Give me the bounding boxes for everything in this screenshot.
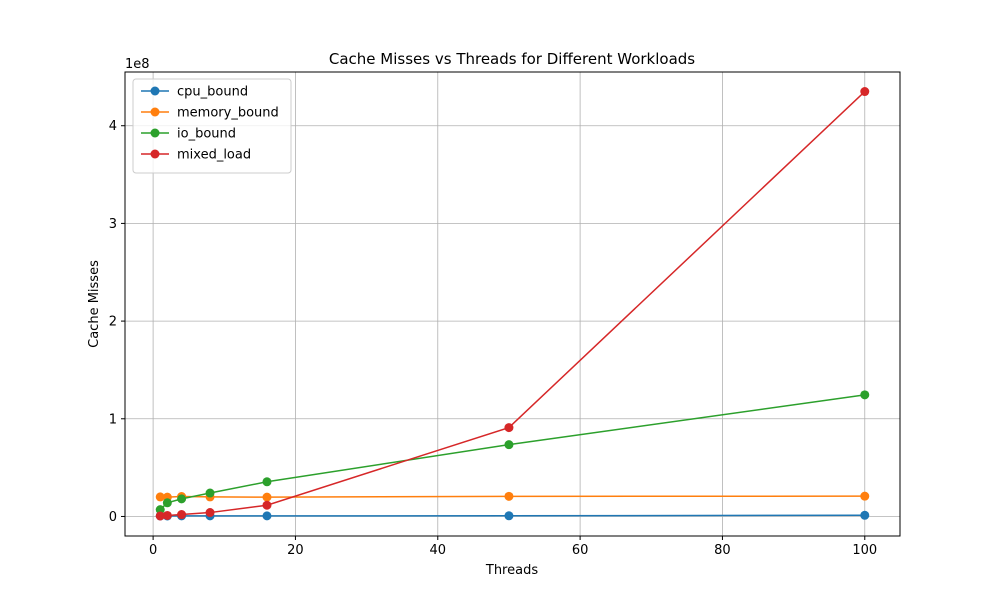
y-axis-offset-label: 1e8 [125,57,150,72]
data-point [860,390,870,400]
data-point [162,510,172,520]
data-point [155,505,165,515]
data-point [860,510,870,520]
plot-frame [124,71,901,537]
x-tick-label: 0 [149,543,157,558]
legend-label: cpu_bound [177,85,248,100]
series-mixed_load [155,87,870,521]
legend-label: io_bound [177,127,236,142]
legend-marker [150,86,160,96]
legend-label: mixed_load [177,148,251,163]
data-point [262,477,272,487]
y-tick-label: 1 [109,412,117,427]
y-axis-label: Cache Misses [87,260,102,348]
legend-item-mixed_load: mixed_load [141,148,251,163]
y-tick-label: 3 [109,217,117,232]
legend-label: memory_bound [177,106,279,121]
data-point [155,492,165,502]
data-point [177,510,187,520]
data-point [504,511,514,521]
data-point [177,494,187,504]
data-point [162,498,172,508]
data-point [860,491,870,501]
series-io_bound [155,390,870,515]
legend-item-cpu_bound: cpu_bound [141,85,248,100]
x-tick-label: 100 [852,543,877,558]
y-tick-label: 4 [109,119,117,134]
x-tick-label: 60 [572,543,589,558]
legend-marker [150,128,160,138]
data-point [205,508,215,518]
series-layer [155,87,870,521]
data-point [504,440,514,450]
data-point [205,488,215,498]
legend-marker [150,107,160,117]
legend-box [132,78,292,174]
series-cpu_bound [155,510,870,521]
series-line [159,394,865,511]
data-point [860,87,870,97]
chart-title: Cache Misses vs Threads for Different Wo… [329,50,695,68]
series-memory_bound [155,491,870,502]
y-tick-label: 0 [109,510,117,525]
data-point [155,511,165,521]
legend-marker [150,149,160,159]
legend-item-memory_bound: memory_bound [141,106,279,121]
data-point [504,491,514,501]
legend-item-io_bound: io_bound [141,127,236,142]
x-axis-label: Threads [485,563,538,578]
data-point [504,423,514,433]
y-axis: 0 1 2 3 4 [109,119,125,525]
x-tick-label: 20 [287,543,304,558]
y-tick-label: 2 [109,315,117,330]
data-point [262,511,272,521]
x-tick-label: 80 [714,543,731,558]
data-point [262,492,272,502]
x-tick-label: 40 [430,543,447,558]
x-axis: 0 20 40 60 80 100 [149,536,877,558]
data-point [262,500,272,510]
legend: cpu_bound memory_bound io_bound mixed_load [132,78,292,174]
